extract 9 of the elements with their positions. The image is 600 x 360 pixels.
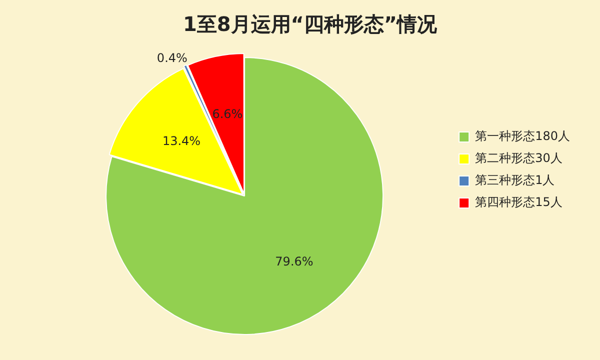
data-label: 6.6% [212, 106, 243, 121]
data-label: 13.4% [162, 134, 201, 148]
legend-label: 第三种形态1人 [475, 173, 555, 188]
legend-label: 第二种形态30人 [475, 151, 562, 166]
data-label: 79.6% [275, 254, 314, 269]
legend-label: 第四种形态15人 [475, 195, 562, 210]
legend-label: 第一种形态180人 [475, 129, 570, 144]
chart-title: 1至8月运用“四种形态”情况 [182, 12, 438, 36]
data-label: 0.4% [156, 51, 188, 66]
